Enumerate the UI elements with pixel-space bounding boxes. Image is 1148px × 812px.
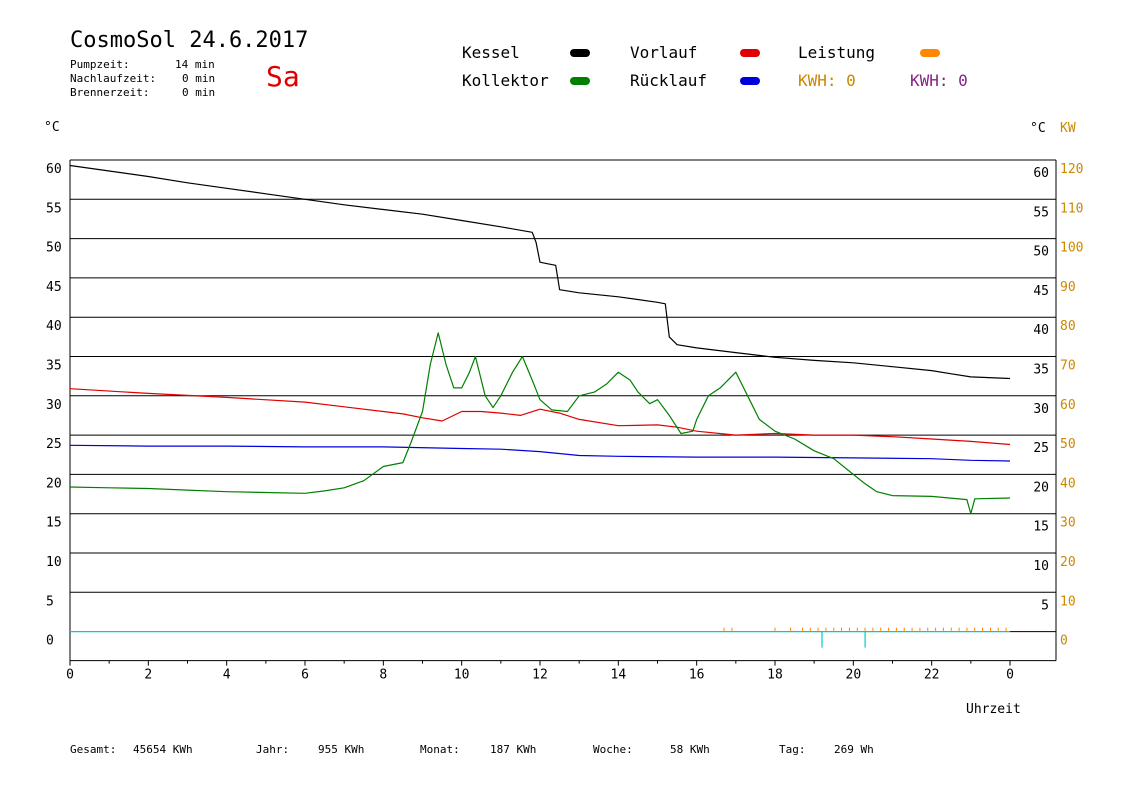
y2-tick-label-kw-100: 100 [1060,241,1083,256]
x-tick-label-11: 22 [924,668,940,683]
gesamt-label: Gesamt: [70,743,117,756]
jahr-value: 955 KWh [318,743,365,756]
legend-ruecklauf: Rücklauf [630,71,708,90]
y-tick-label-55: 55 [46,201,62,216]
y2-tick-label-kw-110: 110 [1060,201,1083,216]
y2-tick-label-kw-0: 0 [1060,634,1068,649]
y2-tick-label-kw-10: 10 [1060,594,1076,609]
chart-title: CosmoSol 24.6.2017 [70,28,309,53]
legend-leistung: Leistung [798,43,876,62]
jahr-label: Jahr: [256,743,290,756]
legend-ruecklauf-swatch [740,77,760,85]
y-tick-label-35: 35 [46,359,62,374]
woche-value: 58 KWh [670,743,710,756]
y-tick-label-60: 60 [46,162,62,177]
y2-tick-label-c-25: 25 [1033,441,1049,456]
gesamt-value: 45654 KWh [133,743,193,756]
legend-leistung-swatch [920,49,940,57]
tag-value: 269 Wh [834,743,874,756]
brennerzeit-value: 0 min [182,86,216,99]
legend-vorlauf: Vorlauf [630,43,698,62]
x-tick-label-4: 8 [379,668,387,683]
tag-label: Tag: [779,743,806,756]
x-tick-label-2: 4 [223,668,231,683]
y2-tick-label-c-10: 10 [1033,559,1049,574]
pumpzeit-label: Pumpzeit: [70,58,130,71]
x-tick-label-7: 14 [611,668,627,683]
series-line-rcklauf [69,444,1011,462]
legend-kessel-swatch [570,49,590,57]
woche-label: Woche: [593,743,633,756]
y2-tick-label-c-60: 60 [1033,166,1049,181]
x-tick-label-5: 10 [454,668,470,683]
y2-tick-label-kw-30: 30 [1060,516,1076,531]
legend-kwh-purple: KWH: 0 [910,71,968,90]
x-axis-label: Uhrzeit [966,702,1021,717]
y-tick-label-20: 20 [46,476,62,491]
x-tick-label-9: 18 [767,668,783,683]
y2-tick-label-kw-90: 90 [1060,280,1076,295]
x-tick-label-3: 6 [301,668,309,683]
legend-vorlauf-swatch [740,49,760,57]
y2-tick-label-c-45: 45 [1033,284,1049,299]
series-line-vorlauf [69,388,1011,446]
nachlaufzeit-value: 0 min [182,72,216,85]
series-line-kessel [69,164,1011,380]
y2-tick-label-kw-70: 70 [1060,359,1076,374]
legend-kessel: Kessel [462,43,520,62]
y-tick-label-0: 0 [46,634,54,649]
y-tick-label-45: 45 [46,280,62,295]
x-tick-label-0: 0 [66,668,74,683]
y2-tick-label-kw-20: 20 [1060,555,1076,570]
monat-label: Monat: [420,743,460,756]
right-axis-unit-kw: KW [1060,121,1076,136]
left-axis-unit: °C [44,120,60,135]
y-tick-label-15: 15 [46,516,62,531]
y2-tick-label-c-35: 35 [1033,363,1049,378]
legend-kollektor: Kollektor [462,71,549,90]
x-tick-label-6: 12 [532,668,548,683]
legend-kwh-orange: KWH: 0 [798,71,856,90]
series-line-kollektor [69,332,1011,515]
pumpzeit-value: 14 min [175,58,215,71]
legend-kollektor-swatch [570,77,590,85]
y2-tick-label-c-5: 5 [1041,598,1049,613]
y-tick-label-25: 25 [46,437,62,452]
y-tick-label-30: 30 [46,398,62,413]
x-tick-label-1: 2 [144,668,152,683]
y2-tick-label-c-15: 15 [1033,520,1049,535]
y2-tick-label-kw-80: 80 [1060,319,1076,334]
y2-tick-label-c-30: 30 [1033,402,1049,417]
y-tick-label-40: 40 [46,319,62,334]
brennerzeit-label: Brennerzeit: [70,86,150,99]
right-axis-unit-c: °C [1030,121,1046,136]
y2-tick-label-kw-60: 60 [1060,398,1076,413]
y-tick-label-10: 10 [46,555,62,570]
y2-tick-label-c-55: 55 [1033,205,1049,220]
nachlaufzeit-label: Nachlaufzeit: [70,72,157,85]
y2-tick-label-kw-50: 50 [1060,437,1076,452]
x-tick-label-8: 16 [689,668,705,683]
y2-tick-label-c-40: 40 [1033,323,1049,338]
y2-tick-label-kw-120: 120 [1060,162,1083,177]
y2-tick-label-kw-40: 40 [1060,476,1076,491]
monat-value: 187 KWh [490,743,537,756]
weekday-label: Sa [266,60,300,93]
y2-tick-label-c-20: 20 [1033,480,1049,495]
x-tick-label-10: 20 [846,668,862,683]
x-tick-label-12: 0 [1006,668,1014,683]
y-tick-label-5: 5 [46,594,54,609]
y-tick-label-50: 50 [46,241,62,256]
y2-tick-label-c-50: 50 [1033,245,1049,260]
